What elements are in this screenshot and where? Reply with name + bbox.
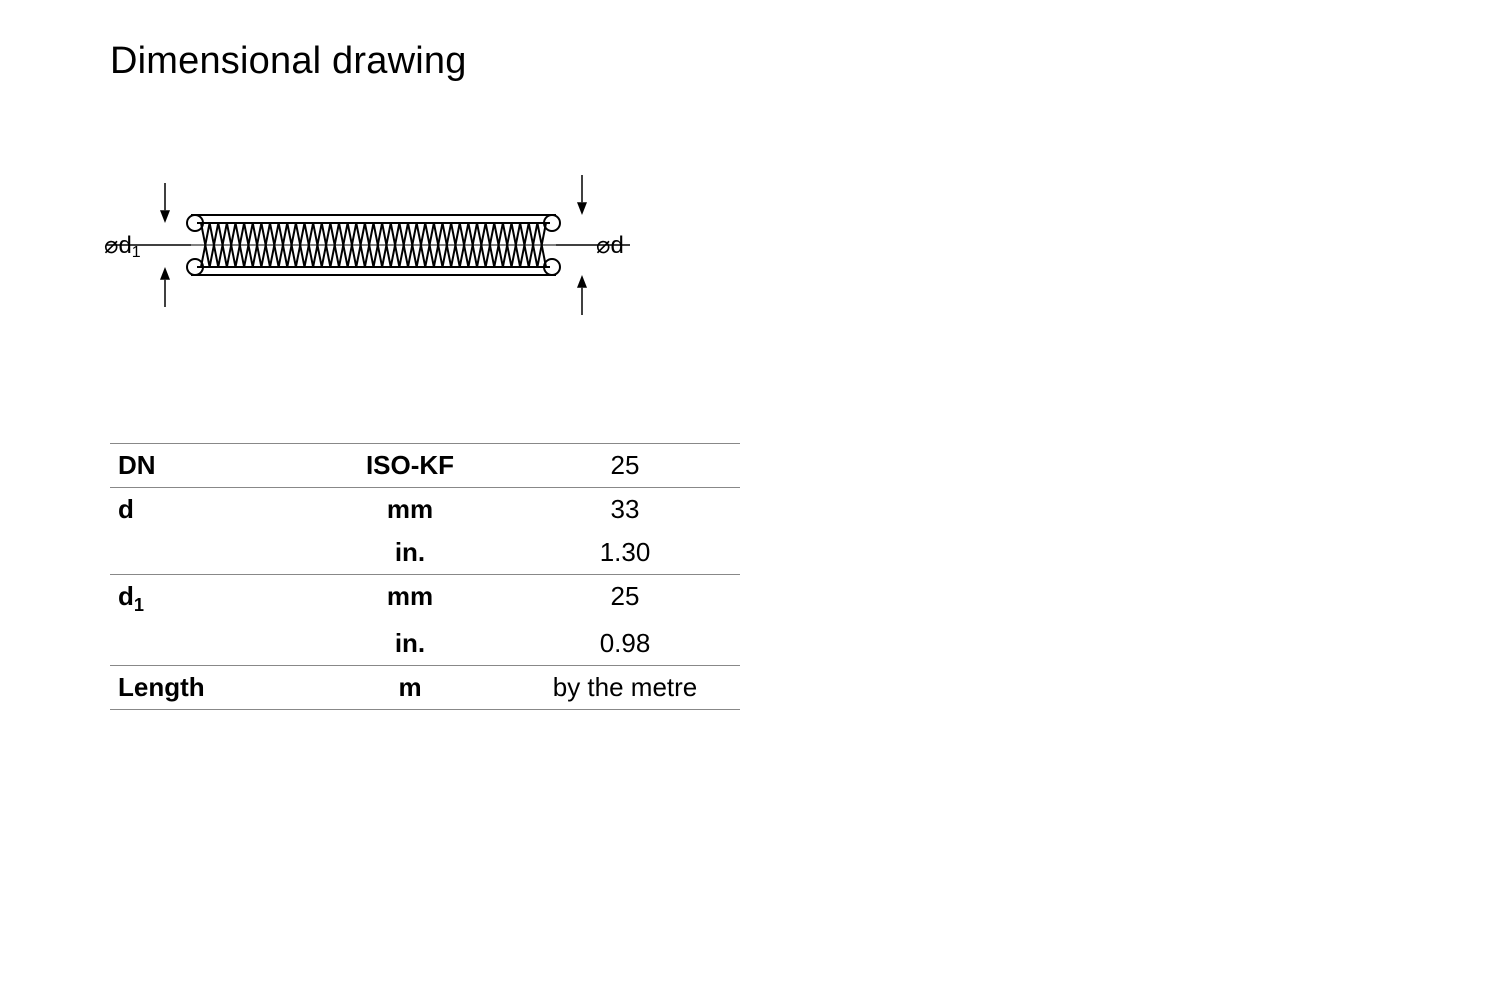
value-cell: 0.98 [510, 622, 740, 666]
svg-text:⌀d: ⌀d [596, 232, 624, 259]
unit-cell: in. [310, 531, 510, 575]
param-cell [110, 622, 310, 666]
unit-cell: mm [310, 575, 510, 623]
value-cell: by the metre [510, 666, 740, 710]
unit-cell: in. [310, 622, 510, 666]
unit-cell: m [310, 666, 510, 710]
value-cell: 25 [510, 575, 740, 623]
dimensions-table: DNISO-KF25dmm33in.1.30d1mm25in.0.98Lengt… [110, 443, 740, 710]
param-cell: DN [110, 444, 310, 488]
param-cell: Length [110, 666, 310, 710]
value-cell: 25 [510, 444, 740, 488]
unit-cell: mm [310, 488, 510, 532]
value-cell: 1.30 [510, 531, 740, 575]
param-cell: d1 [110, 575, 310, 623]
unit-cell: ISO-KF [310, 444, 510, 488]
svg-text:⌀d1: ⌀d1 [104, 232, 141, 261]
dimensional-drawing: ⌀d1 ⌀d [96, 143, 656, 363]
param-cell [110, 531, 310, 575]
page-title: Dimensional drawing [110, 40, 1392, 83]
param-cell: d [110, 488, 310, 532]
value-cell: 33 [510, 488, 740, 532]
